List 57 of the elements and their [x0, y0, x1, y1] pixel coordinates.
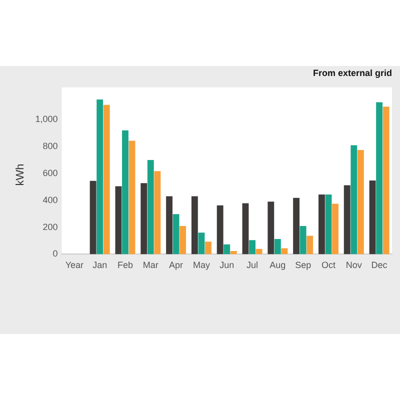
x-tick-label: May [192, 260, 210, 270]
bar [344, 185, 350, 254]
bar [230, 250, 237, 254]
bar [332, 204, 338, 254]
bar [325, 194, 332, 254]
x-tick-label: Sep [295, 260, 312, 270]
y-tick-label: 600 [42, 168, 58, 178]
x-tick-label: Jul [246, 260, 258, 270]
x-tick-label: Jun [220, 260, 234, 270]
bar [147, 160, 154, 254]
bar [198, 232, 205, 254]
x-tick-label: Dec [371, 260, 388, 270]
y-tick-label: 1,000 [35, 114, 58, 124]
bar [306, 236, 314, 254]
bar [369, 180, 376, 254]
bar [300, 226, 306, 254]
y-tick-label: 200 [42, 222, 58, 232]
bar [357, 150, 364, 254]
bar [350, 145, 358, 254]
bar [281, 248, 288, 254]
bar [154, 171, 161, 254]
bar [172, 214, 180, 254]
x-tick-label: Mar [142, 260, 158, 270]
bar [96, 99, 104, 254]
bar [274, 238, 281, 254]
bar [140, 183, 148, 254]
bar [205, 242, 212, 254]
x-tick-label: Jan [92, 260, 108, 270]
x-tick-label: Nov [346, 260, 362, 270]
bar [180, 226, 186, 254]
x-tick-label: Aug [270, 260, 286, 270]
bar [216, 205, 224, 254]
bar [382, 106, 390, 254]
x-tick-label: Year [65, 260, 84, 270]
bar [268, 202, 274, 254]
bar [318, 194, 325, 254]
x-tick-label: Oct [321, 260, 336, 270]
x-tick-label: Feb [117, 260, 133, 270]
x-tick-label: Apr [169, 260, 184, 270]
y-tick-label: 800 [42, 141, 58, 152]
bar [166, 196, 172, 254]
bar [122, 130, 128, 254]
bar [128, 140, 136, 254]
y-tick-label: 400 [42, 194, 58, 205]
bar [115, 186, 122, 254]
bar [256, 248, 262, 254]
bar [249, 240, 256, 254]
y-axis-title: kWh [14, 164, 27, 186]
bar [191, 196, 198, 254]
bar [376, 102, 383, 254]
bar [224, 244, 230, 254]
bar [103, 104, 110, 254]
y-tick-label: 0 [52, 248, 58, 259]
bar [242, 203, 249, 254]
bar [293, 198, 300, 254]
chart-title: From external grid [312, 68, 392, 78]
bar [90, 180, 96, 254]
